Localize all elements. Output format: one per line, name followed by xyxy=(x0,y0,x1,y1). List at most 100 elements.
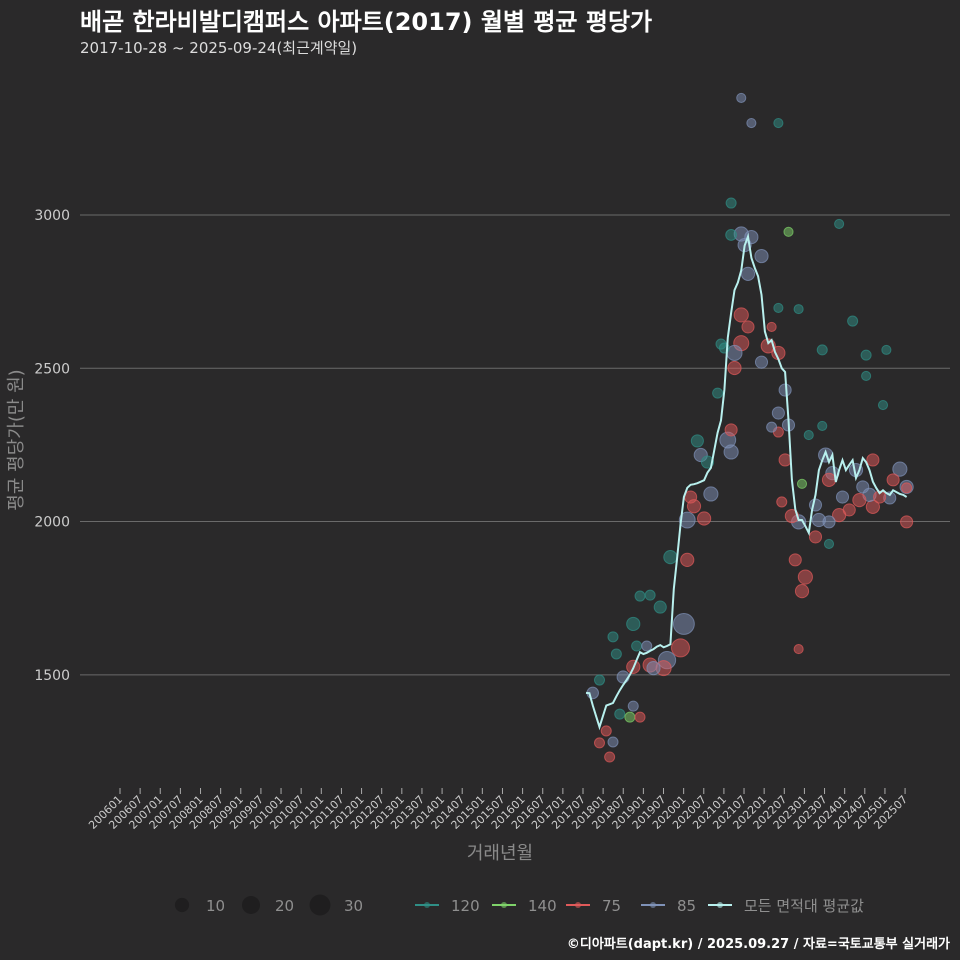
legend-size-label: 30 xyxy=(344,897,363,915)
data-point-85 xyxy=(740,266,756,281)
data-point-75 xyxy=(793,644,804,655)
data-point-85 xyxy=(746,117,757,129)
data-point-75 xyxy=(808,530,823,544)
y-tick-label: 1500 xyxy=(34,668,70,684)
caption: ©디아파트(dapt.kr) / 2025.09.27 / 자료=국토교통부 실… xyxy=(567,936,950,952)
data-point-120 xyxy=(593,674,606,686)
data-point-120 xyxy=(725,229,738,241)
legend-size-circle xyxy=(242,896,260,914)
data-point-75 xyxy=(766,321,777,332)
data-point-75 xyxy=(784,508,799,524)
data-point-75 xyxy=(842,503,856,517)
legend-label: 140 xyxy=(528,897,557,915)
legend-label: 120 xyxy=(451,897,480,915)
data-point-75 xyxy=(866,453,880,467)
data-point-75 xyxy=(724,423,738,437)
data-point-75 xyxy=(788,553,802,567)
legend-marker-75 xyxy=(575,902,581,908)
data-point-120 xyxy=(847,315,859,327)
data-point-85 xyxy=(723,444,739,460)
data-point-75 xyxy=(886,473,900,487)
data-point-140 xyxy=(783,226,794,237)
y-tick-label: 3000 xyxy=(34,208,70,224)
data-point-75 xyxy=(776,496,788,508)
data-point-120 xyxy=(861,370,872,381)
data-point-120 xyxy=(614,708,626,720)
data-point-120 xyxy=(877,400,889,411)
data-point-85 xyxy=(736,92,747,103)
legend-size-label: 10 xyxy=(206,897,225,915)
data-point-120 xyxy=(663,550,678,565)
data-point-75 xyxy=(901,482,913,494)
legend-marker-avg xyxy=(717,902,723,908)
data-point-120 xyxy=(803,430,814,441)
data-point-75 xyxy=(873,490,887,504)
data-point-120 xyxy=(773,302,784,313)
data-point-75 xyxy=(900,515,914,529)
data-point-140 xyxy=(624,711,636,723)
legend-marker-120 xyxy=(424,902,430,908)
y-axis-ticks: 1500 2000 2500 3000 xyxy=(34,208,70,684)
data-point-85 xyxy=(892,461,908,477)
gridlines xyxy=(80,214,950,676)
legend-label: 75 xyxy=(602,897,621,915)
data-point-85 xyxy=(771,406,785,420)
data-point-75 xyxy=(680,552,695,567)
data-point-85 xyxy=(641,640,653,652)
data-point-120 xyxy=(816,344,828,356)
legend-marker-85 xyxy=(650,902,656,908)
data-point-85 xyxy=(607,736,619,748)
data-point-75 xyxy=(797,569,813,585)
data-point-75 xyxy=(697,511,712,526)
data-point-75 xyxy=(794,584,810,599)
data-point-75 xyxy=(727,360,742,376)
y-tick-label: 2000 xyxy=(34,515,70,531)
data-point-75 xyxy=(733,307,749,323)
data-point-120 xyxy=(773,117,784,129)
y-axis-title: 평균 평당가(만 원) xyxy=(6,369,27,510)
data-point-75 xyxy=(671,638,690,658)
data-point-75 xyxy=(604,751,616,763)
data-point-140 xyxy=(796,478,808,489)
data-point-120 xyxy=(725,197,737,209)
y-tick-label: 2500 xyxy=(34,361,70,377)
data-point-75 xyxy=(600,725,612,737)
data-point-120 xyxy=(653,600,667,614)
data-point-75 xyxy=(778,453,792,467)
data-point-85 xyxy=(672,613,695,635)
legend-label: 85 xyxy=(677,897,696,915)
data-point-120 xyxy=(860,349,872,361)
legend-size-circle xyxy=(309,894,331,916)
data-point-120 xyxy=(834,218,845,229)
average-line xyxy=(585,232,908,731)
data-point-85 xyxy=(822,515,836,529)
data-point-75 xyxy=(821,472,837,487)
data-point-85 xyxy=(754,248,769,264)
data-point-120 xyxy=(793,304,804,315)
data-point-120 xyxy=(690,434,704,448)
data-point-120 xyxy=(712,387,724,399)
data-point-120 xyxy=(817,420,828,431)
data-point-85 xyxy=(627,700,639,712)
x-axis-title: 거래년월 xyxy=(467,843,533,864)
data-point-120 xyxy=(607,631,619,643)
data-point-75 xyxy=(593,737,606,749)
data-point-75 xyxy=(634,711,646,723)
chart-title: 배곧 한라비발디캠퍼스 아파트(2017) 월별 평균 평당가 xyxy=(80,8,652,36)
data-point-120 xyxy=(823,538,835,549)
legend-size-label: 20 xyxy=(275,897,294,915)
data-point-120 xyxy=(631,640,643,652)
data-point-85 xyxy=(835,490,850,504)
data-point-85 xyxy=(678,511,696,529)
data-point-120 xyxy=(610,648,622,660)
data-point-85 xyxy=(703,486,719,502)
data-point-85 xyxy=(856,480,870,494)
data-point-120 xyxy=(626,616,641,632)
data-point-75 xyxy=(741,320,755,334)
data-point-85 xyxy=(646,660,661,676)
data-point-85 xyxy=(766,421,778,433)
chart-subtitle: 2017-10-28 ~ 2025-09-24(최근계약일) xyxy=(80,39,357,57)
legend-label: 모든 면적대 평균값 xyxy=(744,897,864,915)
legend-size-circle xyxy=(174,897,190,913)
